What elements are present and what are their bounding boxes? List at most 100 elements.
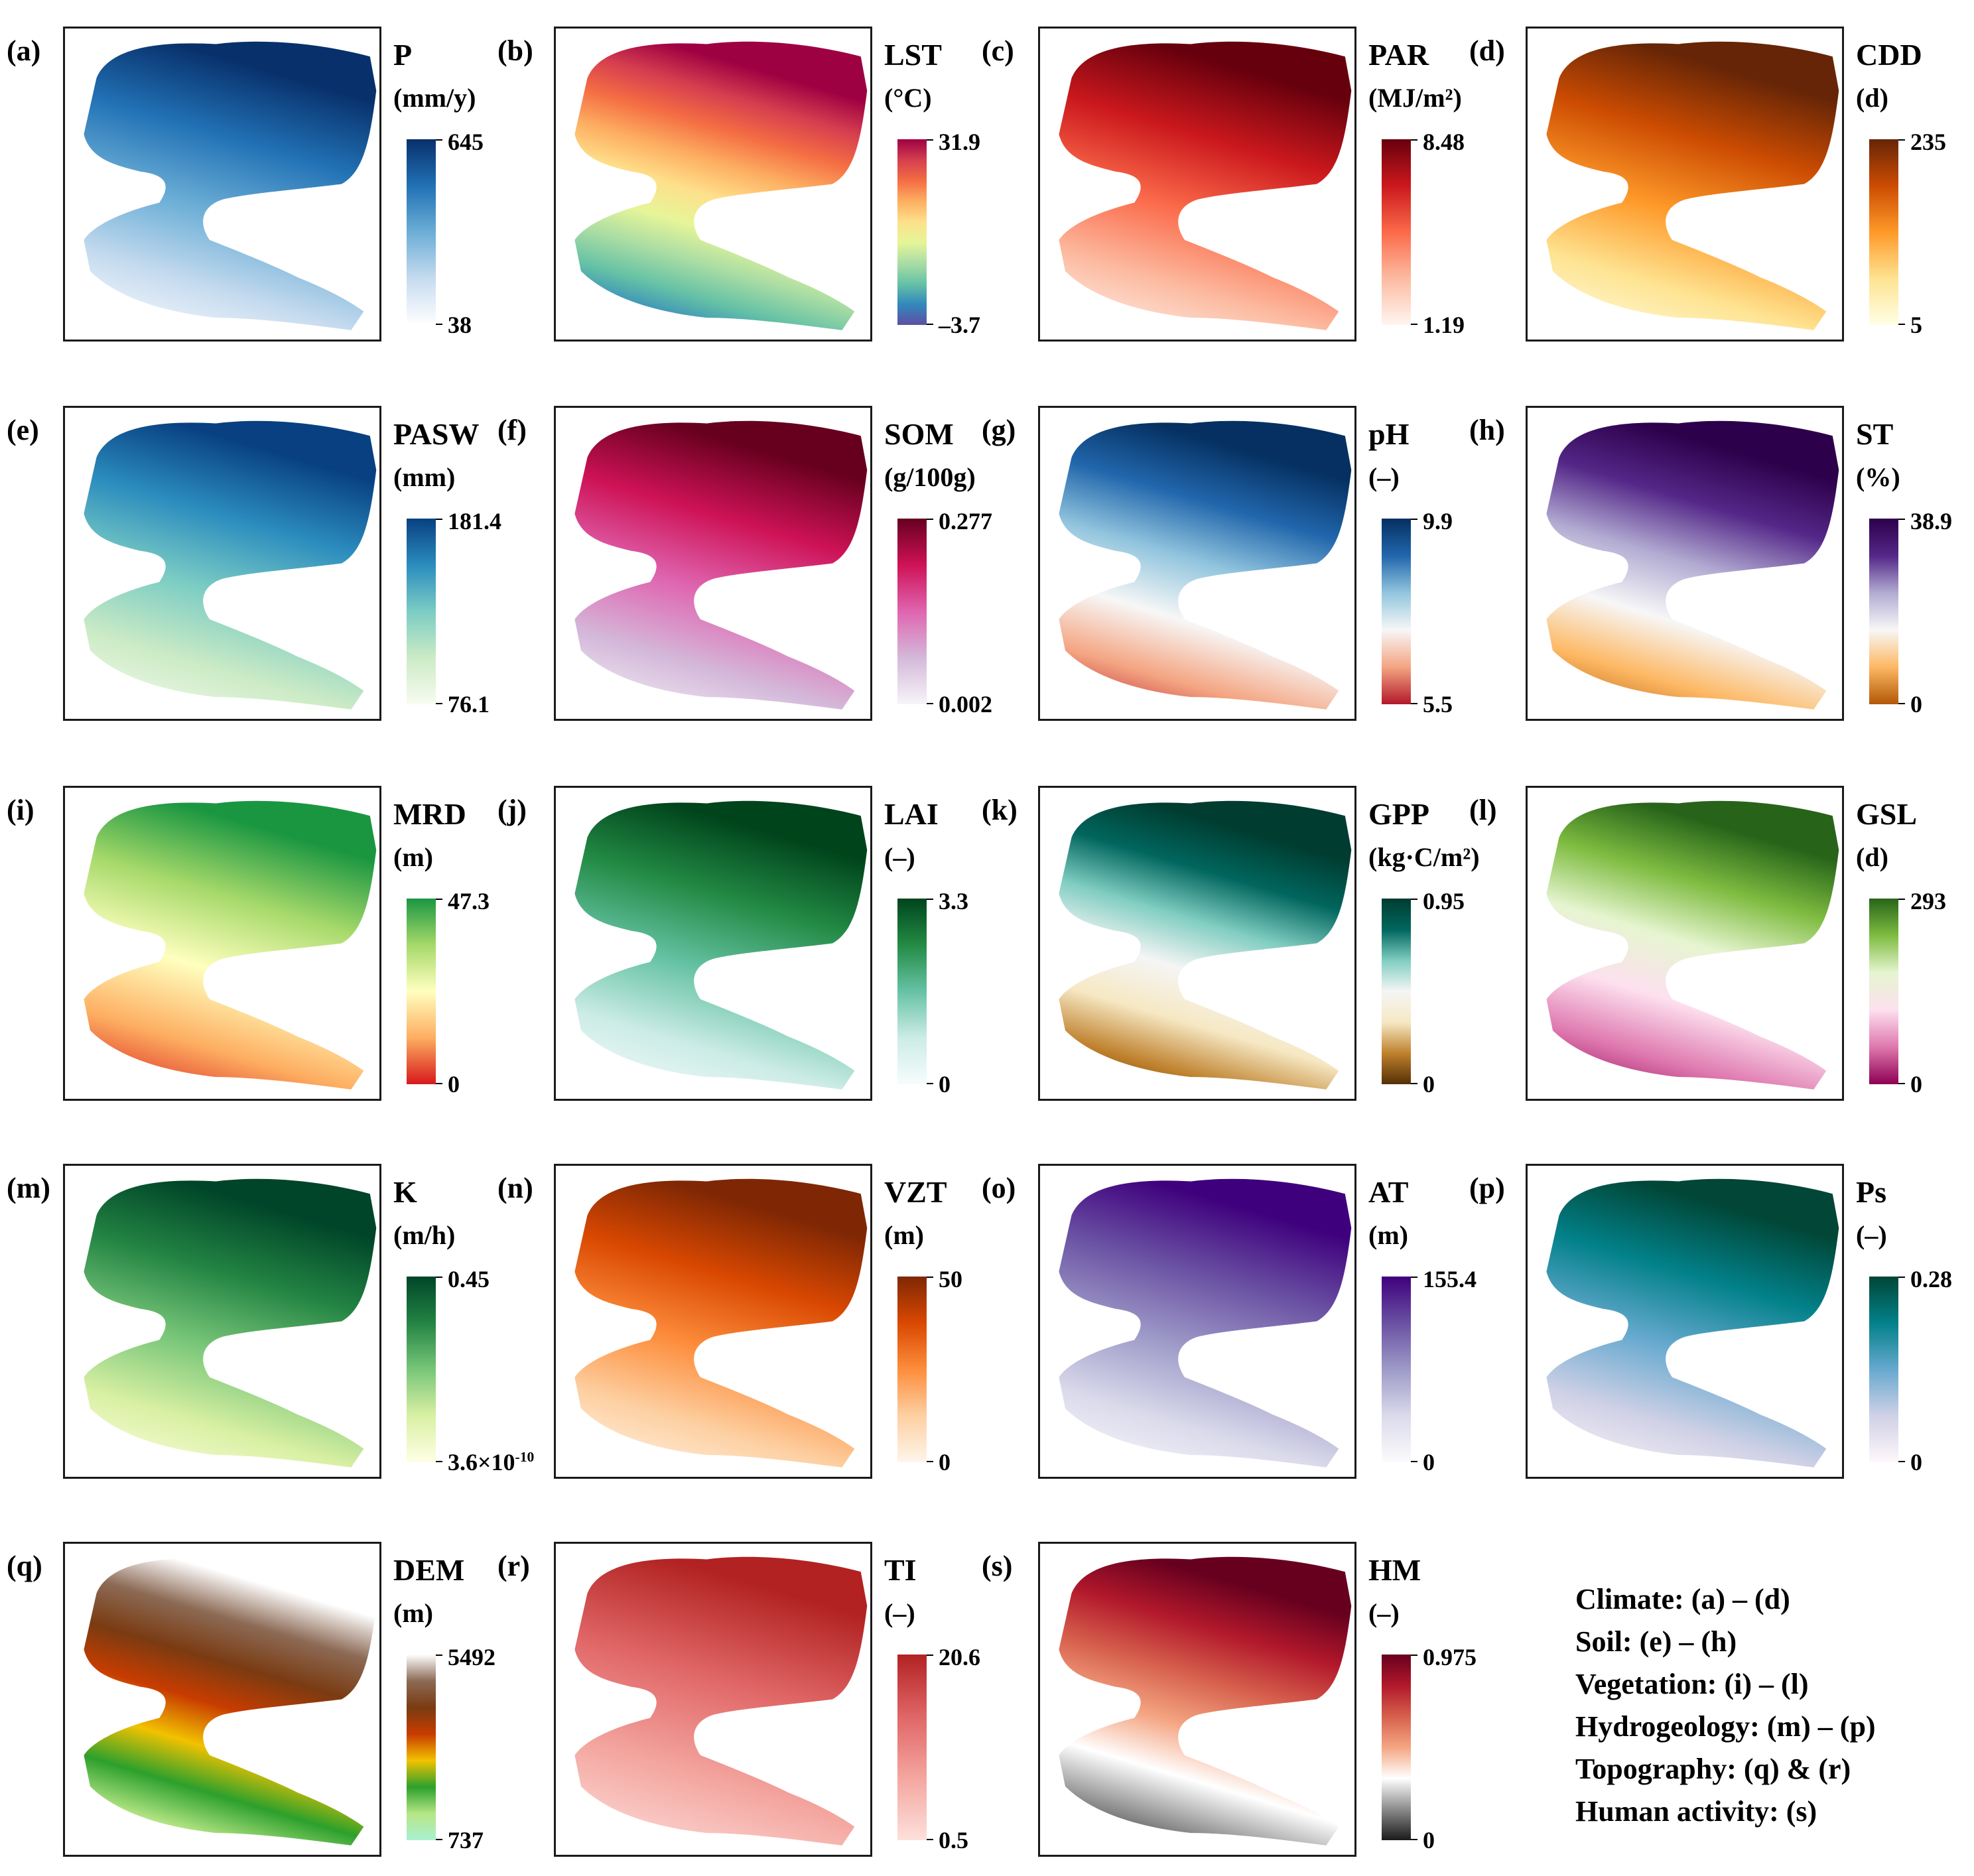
panel-label: (d) — [1469, 34, 1505, 67]
region-shape — [1546, 420, 1839, 710]
colorbar-max: 47.3 — [448, 888, 490, 914]
colorbar-max: 9.9 — [1423, 508, 1453, 534]
map-frame — [63, 1542, 381, 1857]
variable-name: LAI — [884, 797, 939, 831]
region-shape — [84, 1556, 377, 1845]
variable-unit: (%) — [1856, 462, 1900, 492]
region-map — [84, 1556, 377, 1845]
variable-unit: (mm) — [393, 462, 456, 492]
tick-min — [1898, 1461, 1905, 1462]
colorbar-min-value: 5.5 — [1423, 691, 1453, 718]
tick-min — [927, 1461, 933, 1462]
legend-topography: Topography: (q) & (r) — [1575, 1753, 1851, 1785]
legend-hydrogeology: Hydrogeology: (m) – (p) — [1575, 1710, 1876, 1743]
colorbar-min: 1.19 — [1423, 313, 1465, 337]
region-map — [574, 1556, 868, 1845]
colorbar-min: 0.5 — [939, 1828, 968, 1852]
legend-vegetation: Vegetation: (i) – (l) — [1575, 1668, 1809, 1700]
panel-label: (m) — [7, 1172, 50, 1204]
colorbar-max: 31.9 — [939, 129, 980, 155]
colorbar — [407, 519, 436, 704]
map-frame — [1038, 1542, 1356, 1857]
map-frame — [554, 1542, 872, 1857]
region-shape — [84, 1178, 377, 1468]
colorbar-min-value: 0 — [1423, 1449, 1435, 1475]
colorbar-max: 155.4 — [1423, 1266, 1477, 1292]
colorbar-max: 181.4 — [448, 508, 501, 534]
colorbar-min: 0 — [1423, 1828, 1435, 1852]
map-frame — [1526, 786, 1844, 1101]
variable-unit: (m) — [884, 1220, 924, 1250]
tick-min — [927, 1839, 933, 1840]
panel-label: (i) — [7, 794, 34, 826]
region-map — [1546, 800, 1839, 1090]
colorbar-max: 3.3 — [939, 888, 968, 914]
tick-max — [1411, 519, 1417, 520]
tick-max — [1898, 899, 1905, 900]
variable-unit: (–) — [884, 1598, 915, 1628]
map-frame — [1038, 1164, 1356, 1479]
colorbar — [897, 1277, 927, 1462]
legend-soil: Soil: (e) – (h) — [1575, 1625, 1737, 1658]
colorbar-min: 0 — [939, 1450, 951, 1474]
tick-max — [436, 139, 442, 141]
tick-min — [1411, 703, 1417, 704]
colorbar-max: 0.28 — [1910, 1266, 1952, 1292]
region-shape — [84, 800, 377, 1090]
tick-min — [1411, 1461, 1417, 1462]
colorbar-max: 8.48 — [1423, 129, 1465, 155]
tick-max — [1411, 899, 1417, 900]
tick-max — [1411, 1655, 1417, 1656]
tick-max — [927, 519, 933, 520]
tick-max — [927, 139, 933, 141]
region-map — [1546, 420, 1839, 710]
map-frame — [1526, 1164, 1844, 1479]
variable-name: MRD — [393, 797, 466, 831]
map-frame — [1526, 406, 1844, 721]
panel-label: (o) — [982, 1172, 1016, 1204]
colorbar-min: 3.6×10-10 — [448, 1450, 534, 1474]
tick-min — [1898, 703, 1905, 704]
colorbar — [1382, 899, 1411, 1084]
colorbar-min: 0 — [1423, 1072, 1435, 1096]
variable-unit: (m/h) — [393, 1220, 456, 1250]
variable-name: SOM — [884, 417, 954, 451]
map-frame — [1038, 786, 1356, 1101]
legend-climate: Climate: (a) – (d) — [1575, 1583, 1790, 1615]
colorbar — [897, 139, 927, 325]
tick-min — [927, 703, 933, 704]
colorbar-max: 645 — [448, 129, 484, 155]
colorbar — [407, 139, 436, 325]
region-shape — [1059, 41, 1352, 330]
panel-label: (q) — [7, 1550, 42, 1582]
region-shape — [1059, 800, 1352, 1090]
colorbar-min: 5.5 — [1423, 692, 1453, 716]
map-frame — [554, 406, 872, 721]
colorbar-min-value: 737 — [448, 1827, 484, 1853]
region-map — [1059, 41, 1352, 330]
colorbar — [407, 899, 436, 1084]
colorbar-min: 0 — [939, 1072, 951, 1096]
panel-label: (a) — [7, 34, 41, 67]
colorbar-min-value: 76.1 — [448, 691, 490, 718]
tick-max — [1898, 139, 1905, 141]
colorbar-max: 0.95 — [1423, 888, 1465, 914]
region-map — [1059, 420, 1352, 710]
colorbar-min-value: 1.19 — [1423, 312, 1465, 338]
variable-unit: (m) — [1368, 1220, 1408, 1250]
colorbar-min-value: 3.6×10 — [448, 1449, 515, 1475]
colorbar-max: 235 — [1910, 129, 1946, 155]
region-shape — [574, 41, 868, 330]
region-shape — [1059, 1556, 1352, 1845]
region-map — [574, 420, 868, 710]
colorbar — [407, 1277, 436, 1462]
colorbar-min-value: 0 — [1423, 1827, 1435, 1853]
colorbar — [1869, 899, 1898, 1084]
variable-unit: (–) — [1368, 1598, 1400, 1628]
variable-name: PASW — [393, 417, 480, 451]
variable-name: VZT — [884, 1175, 947, 1209]
variable-name: PAR — [1368, 38, 1429, 72]
colorbar-min-value: 0 — [1910, 691, 1922, 718]
region-shape — [1546, 800, 1839, 1090]
